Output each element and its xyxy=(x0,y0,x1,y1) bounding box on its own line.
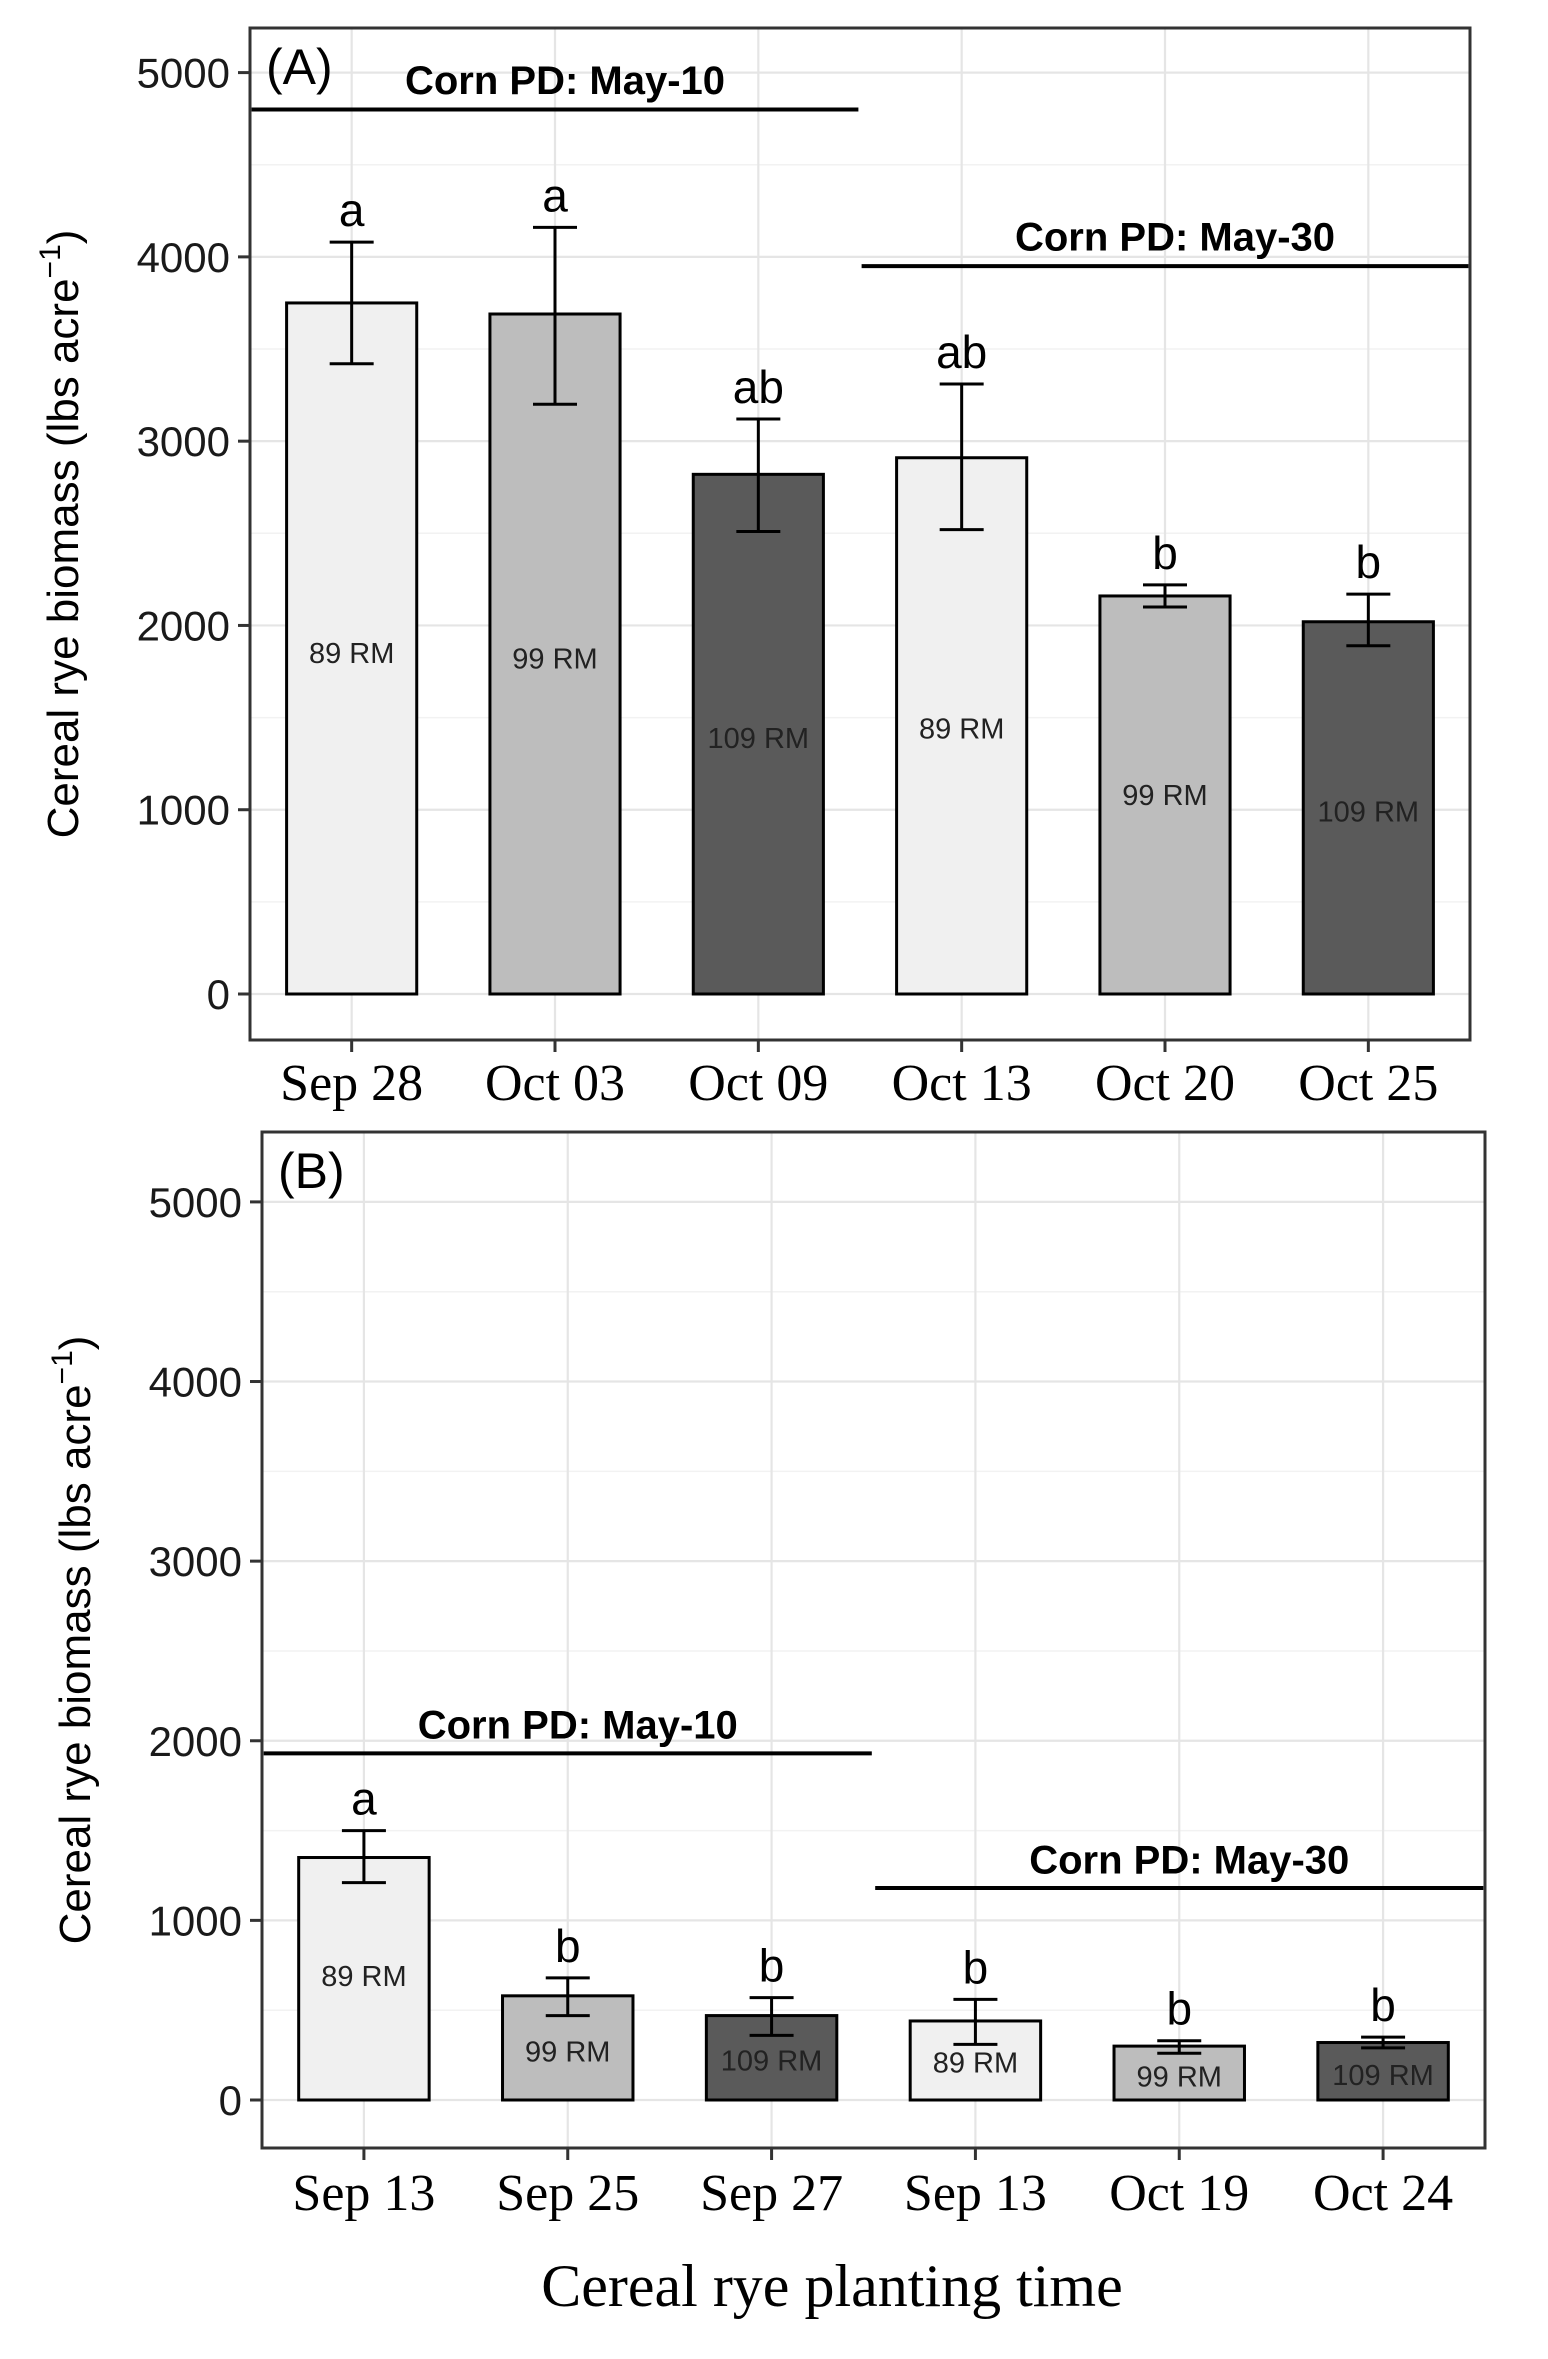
group-label: Corn PD: May-30 xyxy=(1029,1838,1349,1882)
bar xyxy=(1316,2041,1450,2102)
bar-label: 89 RM xyxy=(933,2047,1018,2079)
panel-b: a 89 RM b 99 RM b 109 RM b 89 RM b 99 RM b 109 RM Co… xyxy=(46,1130,1487,2222)
y-tick-label: 0 xyxy=(207,971,230,1018)
bar-label: 109 RM xyxy=(708,723,810,755)
bar-label: 109 RM xyxy=(721,2045,823,2077)
plot-area xyxy=(262,1132,1485,2148)
y-tick-label: 1000 xyxy=(137,787,230,834)
x-tick-label: Sep 27 xyxy=(700,2165,843,2222)
x-tick-label: Sep 28 xyxy=(280,1055,423,1112)
panel-border xyxy=(248,26,1472,1042)
y-tick-label: 0 xyxy=(219,2077,242,2124)
y-tick-label: 5000 xyxy=(137,50,230,97)
y-tick-label: 5000 xyxy=(149,1179,242,1226)
y-axis-title-superscript: −1 xyxy=(34,244,67,278)
group-label: Corn PD: May-30 xyxy=(1015,216,1335,260)
bar-label: 89 RM xyxy=(309,638,394,670)
x-tick-label: Oct 03 xyxy=(485,1055,625,1112)
significance-letter: b xyxy=(963,1941,989,1993)
significance-letter: b xyxy=(1166,1983,1192,2035)
x-tick-label: Sep 13 xyxy=(904,2165,1047,2222)
bar-label: 109 RM xyxy=(1332,2060,1434,2092)
y-axis-title-close: ) xyxy=(51,1336,100,1351)
bar xyxy=(691,472,825,996)
panel-border xyxy=(260,1130,1487,2150)
bar xyxy=(895,456,1029,996)
bar-label: 99 RM xyxy=(512,644,597,676)
bar xyxy=(285,301,419,996)
y-axis-title-close: ) xyxy=(39,230,88,245)
group-label: Corn PD: May-10 xyxy=(405,59,725,103)
significance-letter: ab xyxy=(936,326,987,378)
x-axis-title: Cereal rye planting time xyxy=(541,2253,1122,2319)
y-tick-label: 2000 xyxy=(149,1718,242,1765)
panel-a: a 89 RM a 99 RM ab 109 RM ab 89 RM b 99 RM b 109 RM… xyxy=(34,26,1472,1112)
significance-letter: a xyxy=(351,1773,377,1825)
y-axis-title-text: Cereal rye biomass (lbs acre xyxy=(39,278,88,838)
x-tick-label: Oct 13 xyxy=(892,1055,1032,1112)
x-tick-label: Sep 13 xyxy=(292,2165,435,2222)
significance-letter: a xyxy=(542,169,568,221)
x-tick-label: Oct 19 xyxy=(1109,2165,1249,2222)
bar xyxy=(488,312,622,996)
x-tick-label: Oct 24 xyxy=(1313,2165,1453,2222)
bar-label: 99 RM xyxy=(1137,2062,1222,2094)
y-tick-label: 1000 xyxy=(149,1897,242,1944)
y-tick-label: 4000 xyxy=(149,1359,242,1406)
y-tick-label: 4000 xyxy=(137,234,230,281)
y-axis-title: Cereal rye biomass (lbs acre−1) xyxy=(34,230,88,839)
bar-label: 89 RM xyxy=(321,1961,406,1993)
x-tick-label: Oct 20 xyxy=(1095,1055,1235,1112)
bar xyxy=(501,1994,635,2102)
significance-letter: b xyxy=(555,1920,581,1972)
bar-label: 109 RM xyxy=(1318,797,1420,829)
panel-label: (A) xyxy=(266,39,333,95)
y-tick-label: 3000 xyxy=(149,1538,242,1585)
significance-letter: ab xyxy=(733,361,784,413)
y-axis-title-superscript: −1 xyxy=(46,1350,79,1384)
significance-letter: a xyxy=(339,184,365,236)
significance-letter: b xyxy=(1152,527,1178,579)
y-tick-label: 3000 xyxy=(137,418,230,465)
y-axis-title-text: Cereal rye biomass (lbs acre xyxy=(51,1384,100,1944)
significance-letter: b xyxy=(1356,536,1382,588)
x-tick-label: Oct 25 xyxy=(1298,1055,1438,1112)
y-tick-label: 2000 xyxy=(137,602,230,649)
x-tick-label: Oct 09 xyxy=(688,1055,828,1112)
bar-label: 89 RM xyxy=(919,714,1004,746)
bar xyxy=(1301,620,1435,996)
group-label: Corn PD: May-10 xyxy=(418,1704,738,1748)
significance-letter: b xyxy=(759,1940,785,1992)
significance-letter: b xyxy=(1370,1979,1396,2031)
y-axis-title: Cereal rye biomass (lbs acre−1) xyxy=(46,1336,100,1945)
panel-label: (B) xyxy=(278,1143,345,1199)
bar-label: 99 RM xyxy=(1122,780,1207,812)
x-tick-label: Sep 25 xyxy=(496,2165,639,2222)
bar-label: 99 RM xyxy=(525,2037,610,2069)
